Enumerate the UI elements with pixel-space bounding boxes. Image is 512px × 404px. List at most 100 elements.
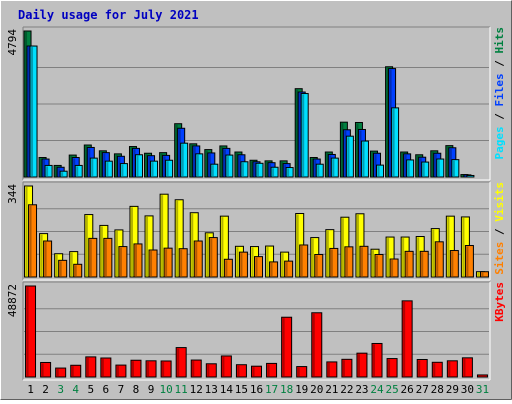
bar-shadow [343,360,345,376]
day-label-21: 21 [325,383,338,396]
bar-shadow [282,253,284,276]
bar-shadow [312,239,314,276]
day-label-15: 15 [235,383,248,396]
bar-shadow [302,95,304,176]
day-label-22: 22 [340,383,353,396]
bar-shadow [101,226,103,276]
bar-shadow [378,166,380,176]
bar-shadow [120,248,122,276]
day-label-13: 13 [205,383,218,396]
bar-shadow [61,172,63,176]
bar-shadow [283,318,285,376]
bar-shadow [27,287,29,376]
bar-shadow [447,217,449,276]
bar-shadow [236,247,238,276]
day-label-2: 2 [42,383,49,396]
legend-pages: Pages [493,126,506,159]
day-label-19: 19 [295,383,308,396]
bar-shadow [237,366,239,376]
bar-shadow [46,166,48,176]
bar-shadow [162,362,164,376]
bar-shadow [71,253,73,276]
legend-top: Pages / Files / Hits [493,27,506,160]
bar-shadow [436,243,438,276]
day-label-30: 30 [461,383,474,396]
bar-shadow [297,215,299,276]
bar-shadow [91,159,93,176]
bar-shadow [256,258,258,276]
bar-shadow [86,216,88,276]
bar-shadow [132,361,134,376]
bar-shadow [131,207,133,276]
bar-shadow [373,344,375,376]
chart-title: Daily usage for July 2021 [18,8,199,22]
bar-shadow [176,201,178,276]
bar-shadow [481,273,483,276]
bar-shadow [408,161,410,176]
bar-shadow [287,169,289,176]
day-label-24: 24 [370,383,384,396]
bar-shadow [406,252,408,276]
bar-shadow [451,252,453,276]
bar-shadow [477,273,479,276]
bar-shadow [448,362,450,376]
bar-shadow [75,265,77,276]
legend-files: Files [493,73,506,106]
day-label-17: 17 [265,383,278,396]
bar-shadow [361,247,363,276]
day-label-16: 16 [250,383,263,396]
legend-separator: / [493,54,506,74]
bar-shadow [136,156,138,176]
day-label-23: 23 [355,383,368,396]
bar-shadow [388,360,390,376]
bar-shadow [317,165,319,176]
legend-separator: / [493,222,506,242]
bar-shadow [192,361,194,376]
bar-shadow [242,163,244,176]
day-label-29: 29 [446,383,459,396]
bar-shadow [301,246,303,276]
day-label-11: 11 [175,383,188,396]
bar-shadow [257,164,259,176]
bar-shadow [376,256,378,276]
bar-shadow [253,367,255,376]
bar-shadow [41,235,43,276]
bar-shadow [150,251,152,276]
bar-shadow [72,366,74,376]
bar-shadow [391,260,393,276]
legend-kbytes: KBytes [493,282,506,322]
bar-shadow [147,362,149,376]
bar-shadow [313,314,315,376]
bar-shadow [268,364,270,376]
bar-shadow [87,358,89,376]
y-max-label-mid: 344 [6,184,19,204]
bar-shadow [57,369,59,376]
bar-shadow [462,218,464,276]
day-label-3: 3 [57,383,64,396]
day-label-1: 1 [27,383,34,396]
bar-shadow [342,218,344,276]
bar-shadow [45,242,47,276]
bar-shadow [135,245,137,276]
bar-shadow [252,248,254,276]
bar-shadow [433,363,435,376]
bar-shadow [42,363,44,376]
bar-shadow [402,238,404,276]
bar-shadow [316,256,318,276]
legend-separator: / [493,107,506,127]
day-label-14: 14 [220,383,234,396]
bar-shadow [466,247,468,276]
bar-shadow [26,187,28,276]
bar-shadow [195,242,197,276]
bar-shadow [207,365,209,376]
bar-shadow [161,195,163,276]
legend-mid: Sites / Visits [493,182,506,275]
day-label-8: 8 [133,383,140,396]
bar-shadow [165,249,167,276]
bar-shadow [421,252,423,276]
bar-shadow [191,214,193,276]
bar-shadow [152,162,154,176]
bar-shadow [271,263,273,276]
